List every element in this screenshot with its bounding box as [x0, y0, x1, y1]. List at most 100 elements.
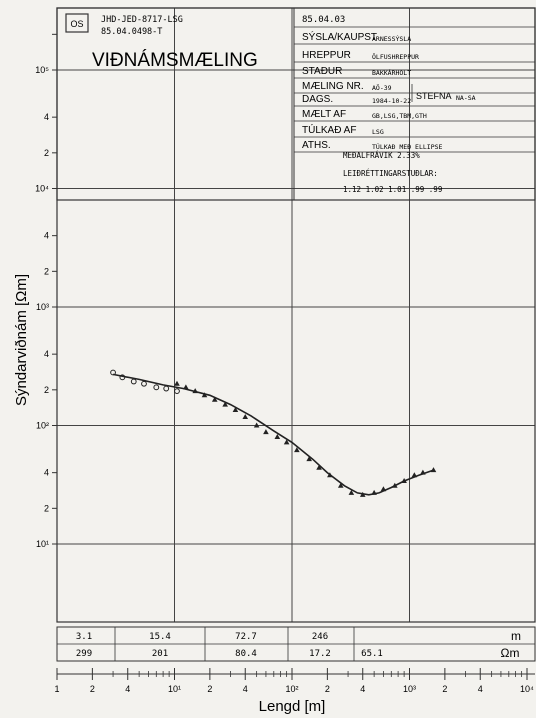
- data-point-triangle: [222, 401, 228, 407]
- data-point-circle: [153, 384, 160, 391]
- data-point-circle: [163, 385, 170, 392]
- y-tick-label: 4: [44, 231, 49, 241]
- data-point-triangle: [263, 429, 269, 435]
- thickness-unit: m: [511, 629, 521, 643]
- field-value: BAKKÁRHOLT: [372, 68, 411, 77]
- x-tick-label: 4: [243, 684, 248, 694]
- logo-icon: OS: [65, 13, 89, 33]
- plot-grid: [57, 8, 535, 622]
- stefna-value: NA-SA: [456, 94, 476, 102]
- date-stamp: 85.04.03: [302, 15, 345, 25]
- x-tick-label: 10⁴: [520, 684, 534, 694]
- model-curve: [112, 373, 434, 496]
- ref-line-2: 85.04.0498-T: [101, 27, 162, 37]
- x-tick-label: 10²: [285, 684, 298, 694]
- y-tick-label: 10⁵: [35, 65, 49, 75]
- page-title: VIÐNÁMSMÆLING: [92, 50, 258, 71]
- data-point-triangle: [371, 489, 377, 495]
- field-label: HREPPUR: [302, 50, 351, 61]
- y-tick-label: 10⁴: [35, 184, 49, 194]
- thickness-2: 15.4: [149, 632, 171, 642]
- data-point-circle: [174, 388, 180, 395]
- resistivity-4: 17.2: [309, 649, 331, 659]
- data-point-triangle: [348, 489, 355, 495]
- y-tick-label: 2: [44, 266, 49, 276]
- axis-ticks: 10¹ 2 4 10² 2 4 10³ 2 4 10⁴ 2 4 10⁵ 1 2 4 10¹ 2 4 10² 2 4 10³ 2…: [35, 33, 534, 694]
- thickness-4: 246: [312, 632, 328, 642]
- resistivity-1: 299: [76, 649, 92, 659]
- note-line-2: LEIÐRÉTTINGARSTUÐLAR:: [343, 169, 438, 178]
- data-point-triangle: [294, 447, 300, 453]
- y-tick-label: 10¹: [36, 539, 49, 549]
- field-label: SÝSLA/KAUPST: [302, 30, 377, 43]
- x-tick-label: 2: [442, 684, 447, 694]
- stefna-label: STEFNA: [416, 91, 452, 101]
- x-tick-label: 2: [90, 684, 95, 694]
- data-point-triangle: [274, 433, 281, 439]
- data-point-triangle: [430, 467, 437, 473]
- data-point-triangle: [174, 380, 180, 386]
- y-tick-label: 4: [44, 349, 49, 359]
- field-value: ÁRNESSÝSLA: [372, 34, 411, 43]
- data-point-circle: [130, 378, 137, 385]
- x-tick-label: 2: [325, 684, 330, 694]
- data-point-triangle: [316, 464, 322, 470]
- svg-text:OS: OS: [70, 19, 83, 29]
- data-point-triangle: [411, 472, 418, 478]
- data-point-triangle: [201, 392, 208, 398]
- data-point-triangle: [211, 396, 218, 402]
- y-tick-label: 4: [44, 112, 49, 122]
- x-axis-title: Lengd [m]: [259, 698, 326, 715]
- data-point-circle: [141, 380, 147, 387]
- data-point-triangle: [242, 413, 249, 419]
- x-tick-label: 4: [125, 684, 130, 694]
- data-point-triangle: [380, 486, 387, 492]
- data-point-circle: [119, 374, 126, 381]
- field-value: 1984-10-22: [372, 97, 411, 105]
- field-label: ATHS.: [302, 140, 331, 151]
- resistivity-3: 80.4: [235, 649, 257, 659]
- y-tick-label: 2: [44, 148, 49, 158]
- y-tick-label: 2: [44, 503, 49, 513]
- data-point-triangle: [183, 384, 189, 390]
- note-line-1: MEÐALFRÁVIK 2.33%: [343, 151, 420, 160]
- data-point-triangle: [327, 472, 333, 478]
- y-tick-label: 2: [44, 385, 49, 395]
- data-point-triangle: [283, 439, 290, 445]
- note-line-3: 1.12 1.02 1.01 .99 .99: [343, 185, 442, 194]
- data-point-triangle: [401, 478, 407, 484]
- x-tick-label: 10¹: [168, 684, 181, 694]
- data-point-triangle: [306, 456, 312, 462]
- thickness-3: 72.7: [235, 632, 257, 642]
- resistivity-unit: Ωm: [501, 646, 520, 660]
- field-label: MÆLT AF: [302, 109, 346, 120]
- data-point-triangle: [192, 388, 198, 394]
- x-tick-label: 10³: [403, 684, 416, 694]
- plot-frame: [56, 7, 536, 623]
- resistivity-5: 65.1: [361, 649, 383, 659]
- resistivity-2: 201: [152, 649, 168, 659]
- field-value: LSG: [372, 128, 384, 136]
- thickness-1: 3.1: [76, 632, 92, 642]
- x-tick-label: 4: [478, 684, 483, 694]
- header-panel: OS JHD-JED-8717-LSG 85.04.0498-T VIÐNÁMS…: [56, 7, 536, 201]
- field-value: AÖ-39: [372, 83, 392, 92]
- data-point-triangle: [420, 469, 426, 475]
- data-point-triangle: [337, 482, 344, 488]
- data-point-triangle: [392, 482, 398, 488]
- y-tick-label: 10³: [36, 302, 49, 312]
- x-tick-label: 2: [207, 684, 212, 694]
- data-point-triangle: [253, 422, 260, 428]
- data-point-circle: [110, 369, 116, 376]
- field-label: STAÐUR: [302, 66, 342, 77]
- layer-model-table: 3.1 15.4 72.7 246 m 299 201 80.4 17.2 65…: [56, 626, 536, 662]
- data-point-triangle: [232, 407, 239, 413]
- x-tick-label: 1: [54, 684, 59, 694]
- y-tick-label: 4: [44, 468, 49, 478]
- field-value: TÚLKAÐ MEÐ ELLIPSE: [372, 142, 443, 151]
- y-axis-title: Sýndarviðnám [Ωm]: [13, 274, 30, 406]
- data-point-triangle: [359, 491, 366, 497]
- field-label: TÚLKAÐ AF: [302, 123, 356, 136]
- field-label: DAGS.: [302, 94, 333, 105]
